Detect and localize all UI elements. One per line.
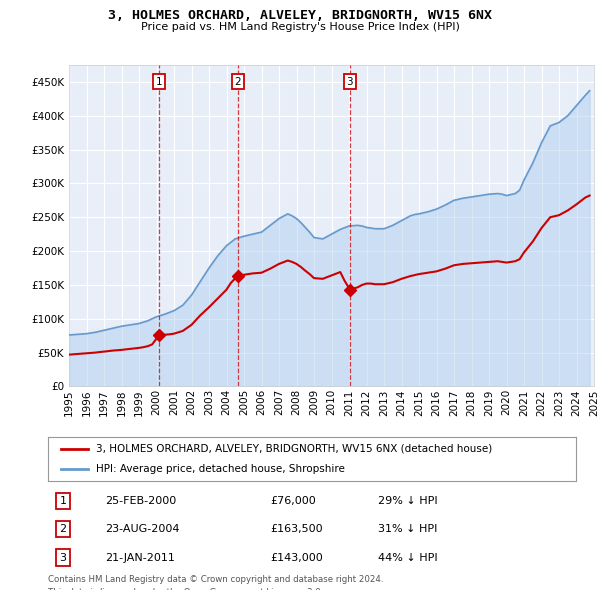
- Text: 2: 2: [235, 77, 241, 87]
- Text: £163,500: £163,500: [270, 525, 323, 534]
- Text: 1: 1: [59, 496, 67, 506]
- Text: Price paid vs. HM Land Registry's House Price Index (HPI): Price paid vs. HM Land Registry's House …: [140, 22, 460, 32]
- Text: 3: 3: [59, 553, 67, 562]
- Text: Contains HM Land Registry data © Crown copyright and database right 2024.: Contains HM Land Registry data © Crown c…: [48, 575, 383, 584]
- Text: 31% ↓ HPI: 31% ↓ HPI: [378, 525, 437, 534]
- Text: HPI: Average price, detached house, Shropshire: HPI: Average price, detached house, Shro…: [95, 464, 344, 474]
- Text: 23-AUG-2004: 23-AUG-2004: [105, 525, 179, 534]
- Text: £143,000: £143,000: [270, 553, 323, 562]
- Text: 3, HOLMES ORCHARD, ALVELEY, BRIDGNORTH, WV15 6NX (detached house): 3, HOLMES ORCHARD, ALVELEY, BRIDGNORTH, …: [95, 444, 492, 454]
- Text: 25-FEB-2000: 25-FEB-2000: [105, 496, 176, 506]
- Text: 2: 2: [59, 525, 67, 534]
- Text: 44% ↓ HPI: 44% ↓ HPI: [378, 553, 437, 562]
- Text: 3: 3: [347, 77, 353, 87]
- Text: £76,000: £76,000: [270, 496, 316, 506]
- Text: 21-JAN-2011: 21-JAN-2011: [105, 553, 175, 562]
- Text: This data is licensed under the Open Government Licence v3.0.: This data is licensed under the Open Gov…: [48, 588, 323, 590]
- Text: 29% ↓ HPI: 29% ↓ HPI: [378, 496, 437, 506]
- Text: 1: 1: [156, 77, 163, 87]
- Text: 3, HOLMES ORCHARD, ALVELEY, BRIDGNORTH, WV15 6NX: 3, HOLMES ORCHARD, ALVELEY, BRIDGNORTH, …: [108, 9, 492, 22]
